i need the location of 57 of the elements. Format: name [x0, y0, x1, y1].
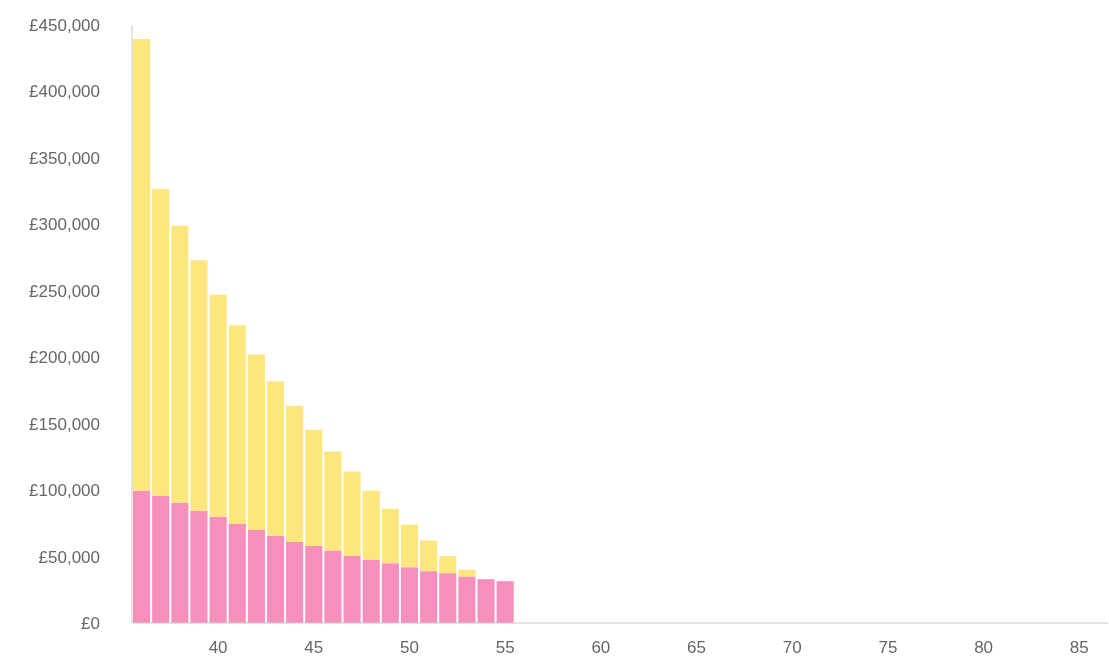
y-tick-label: £100,000	[29, 481, 100, 501]
bar	[381, 508, 399, 564]
bar	[420, 540, 438, 572]
bar	[324, 451, 342, 551]
bar	[362, 490, 380, 560]
bar	[458, 576, 476, 623]
bar	[152, 189, 170, 497]
bar	[400, 567, 419, 623]
bar	[286, 405, 304, 542]
bar	[305, 429, 323, 546]
x-tick-label: 55	[495, 638, 515, 658]
bar	[324, 550, 342, 623]
bar	[247, 529, 265, 623]
bar	[420, 571, 438, 623]
bar	[152, 496, 170, 623]
y-tick-label: £400,000	[29, 82, 100, 102]
x-tick-label: 45	[304, 638, 324, 658]
y-tick-label: £350,000	[29, 148, 100, 168]
bar	[190, 260, 208, 511]
bar	[362, 559, 380, 623]
bar	[496, 581, 514, 623]
bar	[247, 354, 265, 530]
bar	[190, 510, 208, 623]
y-tick-label: £150,000	[29, 414, 100, 434]
y-tick-label: £0	[81, 614, 100, 634]
bar	[439, 573, 457, 623]
bar	[171, 502, 189, 623]
bar	[343, 555, 361, 623]
bar	[133, 490, 151, 623]
bar	[381, 563, 399, 623]
y-tick-label: £200,000	[29, 348, 100, 368]
bar	[228, 325, 246, 524]
x-tick-label: 65	[687, 638, 707, 658]
x-tick-label: 60	[591, 638, 611, 658]
y-tick-label: £250,000	[29, 281, 100, 301]
x-tick-label: 40	[208, 638, 228, 658]
bar	[209, 516, 227, 623]
bar	[171, 225, 189, 503]
bar	[439, 555, 457, 574]
bar	[133, 38, 151, 491]
x-tick-label: 75	[878, 638, 898, 658]
y-tick-label: £450,000	[29, 16, 100, 36]
bar	[286, 541, 304, 623]
x-tick-label: 80	[974, 638, 994, 658]
y-tick-label: £300,000	[29, 215, 100, 235]
bar	[266, 535, 285, 623]
x-tick-label: 70	[782, 638, 802, 658]
y-tick-label: £50,000	[38, 547, 100, 567]
bar	[343, 471, 361, 556]
x-tick-label: 50	[400, 638, 419, 658]
bar	[266, 381, 285, 536]
bar	[305, 545, 323, 623]
bar	[400, 524, 419, 568]
bar	[228, 524, 246, 623]
bar	[209, 294, 227, 517]
bar	[477, 579, 495, 623]
x-tick-label: 85	[1069, 638, 1089, 658]
